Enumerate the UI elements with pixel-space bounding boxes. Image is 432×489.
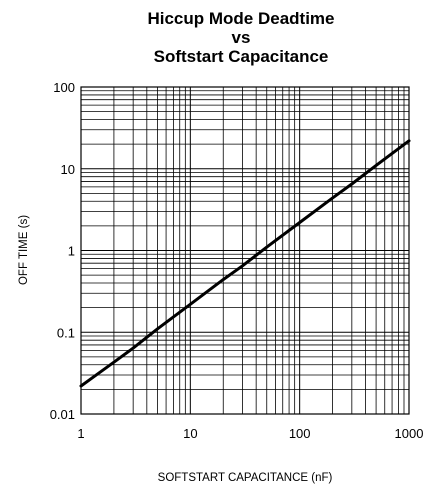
y-tick-label: 10 <box>61 162 75 177</box>
y-tick-label: 0.01 <box>50 407 75 422</box>
y-tick-label: 100 <box>53 80 75 95</box>
x-tick-label: 100 <box>289 426 311 441</box>
chart-title-line-3: Softstart Capacitance <box>154 47 329 66</box>
x-tick-label: 1000 <box>395 426 424 441</box>
chart-title-line-2: vs <box>232 28 251 47</box>
x-tick-label: 1 <box>77 426 84 441</box>
chart-title-line-1: Hiccup Mode Deadtime <box>147 9 334 28</box>
series <box>79 139 411 388</box>
series-line <box>79 139 411 388</box>
x-tick-label: 10 <box>183 426 197 441</box>
tick-labels: 1 10 100 1000 100 10 1 0.1 0.01 <box>50 80 424 441</box>
grid <box>81 87 409 414</box>
y-tick-label: 1 <box>68 244 75 259</box>
x-axis-label: SOFTSTART CAPACITANCE (nF) <box>158 472 333 484</box>
y-axis-label: OFF TIME (s) <box>18 215 30 285</box>
plot-frame <box>80 86 410 415</box>
y-tick-label: 0.1 <box>57 325 75 340</box>
